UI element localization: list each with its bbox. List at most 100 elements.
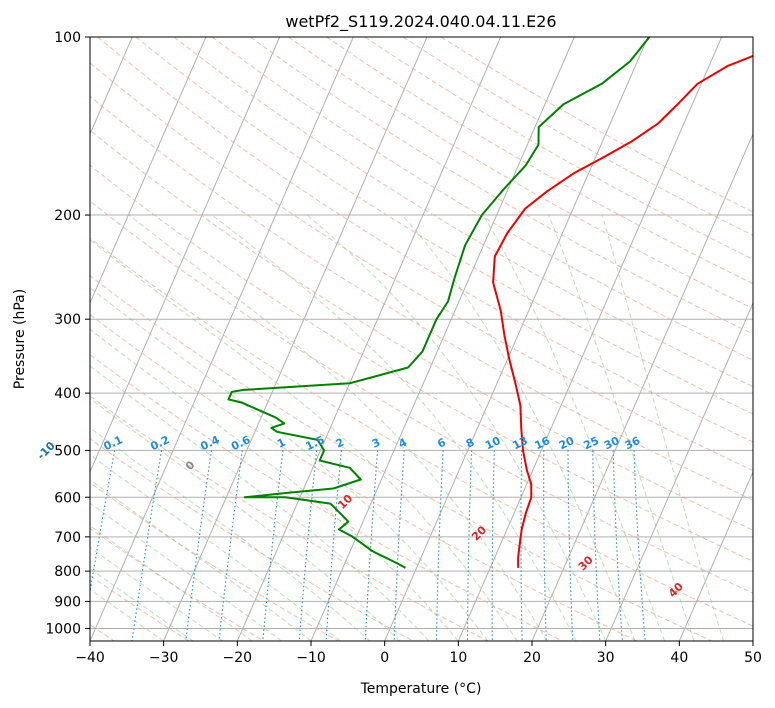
moist-adiabat-line	[90, 239, 518, 641]
dry-adiabat-line	[90, 129, 753, 531]
mixing-ratio-label: 20	[557, 434, 577, 452]
y-tick-label: 400	[54, 386, 81, 402]
mixing-ratio-line	[298, 450, 318, 641]
x-tick-label: −40	[75, 650, 105, 666]
dewpoint-profile-line	[227, 37, 651, 569]
isotherm-line	[90, 37, 354, 641]
moist-adiabat-line	[90, 427, 371, 641]
y-tick-label: 200	[54, 208, 81, 224]
dry-adiabat-line	[135, 37, 753, 415]
mixing-ratio-line	[435, 450, 444, 641]
mixing-ratio-line	[262, 450, 284, 641]
isotherm-line	[90, 37, 281, 474]
x-tick-label: 40	[670, 650, 688, 666]
dry-adiabat-line	[90, 395, 488, 641]
y-tick-label: 900	[54, 594, 81, 610]
mixing-ratio-line	[567, 450, 574, 641]
chart-title: wetPf2_S119.2024.040.04.11.E26	[285, 12, 556, 32]
y-tick-label: 600	[54, 490, 81, 506]
x-tick-label: 20	[523, 650, 541, 666]
isotherm-line	[236, 37, 502, 641]
isotherm-line	[163, 37, 428, 641]
dry-adiabat-line	[90, 354, 563, 641]
data-series	[227, 37, 753, 569]
mixing-ratio-line	[491, 450, 495, 641]
dry-adiabat-line	[90, 438, 414, 641]
moist-adiabat-line	[211, 214, 577, 641]
dry-adiabat-line	[90, 62, 753, 472]
mixing-ratio-line	[325, 450, 342, 641]
moist-adiabat-line	[90, 525, 253, 641]
dry-adiabat-line	[90, 237, 753, 627]
y-tick-label: 300	[54, 312, 81, 328]
mixing-ratio-line	[543, 450, 547, 641]
y-tick-label: 100	[54, 30, 81, 46]
dry-adiabat-line	[90, 200, 753, 594]
mixing-ratio-line	[633, 450, 646, 641]
dry-adiabat-line	[90, 95, 753, 501]
y-tick-label: 700	[54, 530, 81, 546]
isotherm-line	[678, 470, 753, 641]
isotherm-line	[605, 301, 753, 641]
moist-adiabat-line	[90, 546, 223, 641]
y-tick-label: 1000	[45, 621, 81, 637]
moist-adiabat-line	[128, 214, 548, 641]
moist-adiabat-line	[548, 214, 695, 641]
isotherm-line	[457, 37, 723, 641]
y-tick-label: 800	[54, 564, 81, 580]
x-tick-label: 10	[449, 650, 467, 666]
moist-adiabat-line	[90, 567, 194, 641]
x-tick-label: −10	[296, 650, 326, 666]
isotherm-line	[90, 37, 207, 305]
x-axis: −40 −30 −20 −10 0 10 20 30 40 50	[75, 641, 762, 666]
mixing-ratio-line	[612, 450, 623, 641]
mixing-ratio-label: 30	[602, 434, 622, 452]
dry-adiabat-line	[90, 275, 712, 641]
moist-adiabat-line	[90, 287, 489, 641]
mixing-ratio-label: 13	[511, 434, 530, 452]
dry-adiabat-line	[90, 527, 264, 641]
moist-adiabat-line	[90, 365, 430, 641]
dry-adiabat-line	[90, 575, 190, 641]
x-tick-label: −30	[149, 650, 179, 666]
mixing-ratio-label: 10	[483, 434, 503, 452]
dry-adiabat-line	[90, 164, 753, 562]
mixing-ratio-label: 16	[533, 434, 553, 452]
y-axis: 100 200 300 400 500 600 700 800 900 1000	[45, 30, 90, 637]
dry-adiabat-line	[288, 37, 753, 310]
background-lines	[90, 37, 753, 641]
mixing-ratio-label: 36	[623, 434, 643, 452]
mixing-ratio-line	[466, 450, 473, 641]
x-tick-label: 30	[597, 650, 615, 666]
x-axis-label: Temperature (°C)	[360, 681, 482, 697]
x-tick-label: 0	[380, 650, 389, 666]
mixing-ratio-line	[185, 450, 213, 641]
mixing-ratio-label: 25	[582, 434, 601, 452]
isotherm-line	[384, 37, 649, 641]
moist-adiabat-line	[90, 328, 459, 641]
moist-adiabat-line	[601, 214, 724, 641]
moist-adiabat-line	[90, 479, 312, 641]
mixing-ratio-line	[520, 450, 523, 641]
y-axis-label: Pressure (hPa)	[12, 289, 28, 389]
mixing-ratio-line	[131, 450, 163, 641]
moist-adiabat-line	[90, 454, 341, 641]
mixing-ratio-line	[218, 450, 243, 641]
dry-adiabat-line	[97, 37, 753, 443]
moist-adiabat-line	[90, 588, 164, 641]
moist-adiabat-line	[90, 502, 282, 641]
isotherm-line	[531, 132, 753, 641]
moist-adiabat-line	[90, 397, 400, 641]
x-tick-label: −20	[223, 650, 253, 666]
mixing-ratio-line	[364, 450, 379, 641]
plot-frame	[89, 36, 754, 642]
isotherm-line	[310, 37, 575, 641]
dry-adiabat-line	[250, 37, 753, 335]
y-tick-label: 500	[54, 443, 81, 459]
moist-adiabat-line	[306, 214, 607, 641]
mixing-ratio-line	[592, 450, 601, 641]
x-tick-label: 50	[744, 650, 762, 666]
temperature-profile-line	[492, 54, 753, 568]
